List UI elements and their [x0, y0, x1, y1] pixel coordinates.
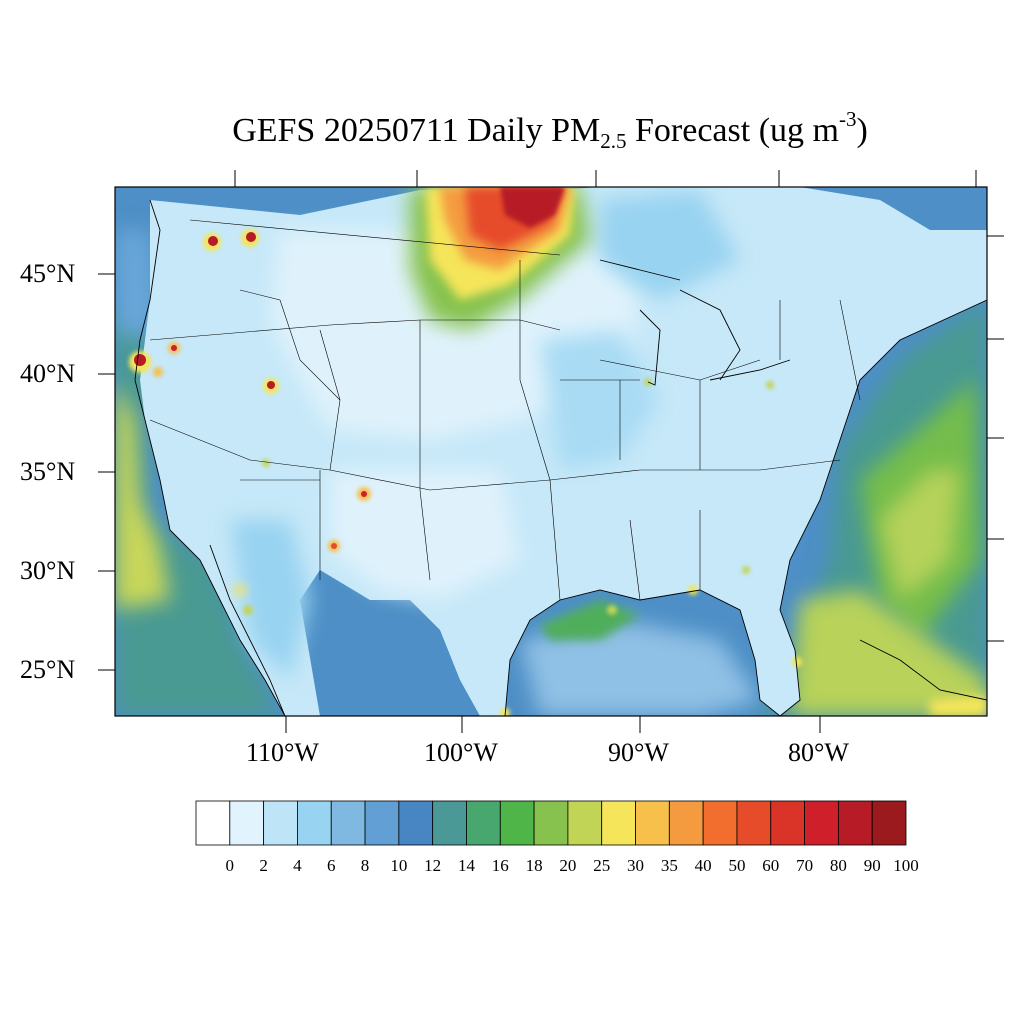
colorbar-tick-label: 80	[829, 856, 847, 875]
lon-label-90w: 90°W	[608, 738, 669, 767]
colorbar-tick-label: 10	[390, 856, 408, 875]
colorbar-tick-label: 40	[694, 856, 712, 875]
lat-label-25n: 25°N	[20, 655, 76, 684]
lat-label-30n: 30°N	[20, 556, 76, 585]
colorbar-swatch	[297, 800, 332, 846]
colorbar-tick-label: 4	[293, 856, 302, 875]
colorbar-tick-label: 90	[863, 856, 881, 875]
colorbar-swatch	[736, 800, 772, 846]
colorbar-swatch	[432, 800, 467, 846]
colorbar-swatch	[702, 800, 738, 846]
axis-ticks	[98, 170, 1004, 733]
colorbar-swatch	[804, 800, 839, 846]
colorbar-swatch	[263, 800, 298, 846]
map-frame	[114, 186, 988, 717]
colorbar-tick-label: 100	[893, 856, 919, 875]
colorbar-swatch	[466, 800, 501, 846]
state-borders	[149, 219, 861, 601]
lon-label-100w: 100°W	[424, 738, 498, 767]
colorbar-tick-label: 30	[627, 856, 645, 875]
colorbar-swatch	[499, 800, 535, 846]
colorbar-tick-label: 6	[326, 856, 336, 875]
colorbar-swatch	[533, 800, 569, 846]
colorbar-swatch	[871, 800, 907, 846]
colorbar-swatch	[837, 800, 873, 846]
coastlines	[134, 199, 987, 716]
lat-label-35n: 35°N	[20, 457, 76, 486]
colorbar-tick-label: 2	[259, 856, 268, 875]
lat-label-40n: 40°N	[20, 359, 76, 388]
colorbar-swatch	[330, 800, 366, 846]
colorbar-swatch	[770, 800, 805, 846]
colorbar-tick-label: 0	[225, 856, 235, 875]
colorbar-tick-label: 35	[660, 856, 678, 875]
colorbar-tick-label: 25	[593, 856, 611, 875]
colorbar-tick-label: 16	[491, 856, 509, 875]
fire-hotspots	[129, 229, 802, 716]
colorbar-swatch	[195, 800, 231, 846]
colorbar-swatch	[398, 800, 434, 846]
colorbar-swatch	[364, 800, 400, 846]
field-layer	[115, 187, 987, 716]
colorbar-tick-label: 70	[796, 856, 814, 875]
colorbar-swatch	[601, 800, 636, 846]
colorbar-tick-label: 12	[424, 856, 442, 875]
colorbar	[195, 800, 907, 846]
colorbar-tick-label: 50	[728, 856, 746, 875]
map-title: GEFS 20250711 Daily PM2.5 Forecast (ug m…	[232, 107, 868, 154]
colorbar-tick-label: 20	[559, 856, 577, 875]
colorbar-swatch	[668, 800, 704, 846]
lon-label-80w: 80°W	[788, 738, 849, 767]
colorbar-swatch	[635, 800, 670, 846]
lon-label-110w: 110°W	[246, 738, 319, 767]
colorbar-tick-label: 18	[525, 856, 543, 875]
lat-label-45n: 45°N	[20, 259, 76, 288]
colorbar-swatch	[567, 800, 603, 846]
colorbar-tick-label: 14	[457, 856, 475, 875]
colorbar-tick-label: 8	[360, 856, 370, 875]
colorbar-swatch	[229, 800, 265, 846]
colorbar-tick-label: 60	[762, 856, 780, 875]
